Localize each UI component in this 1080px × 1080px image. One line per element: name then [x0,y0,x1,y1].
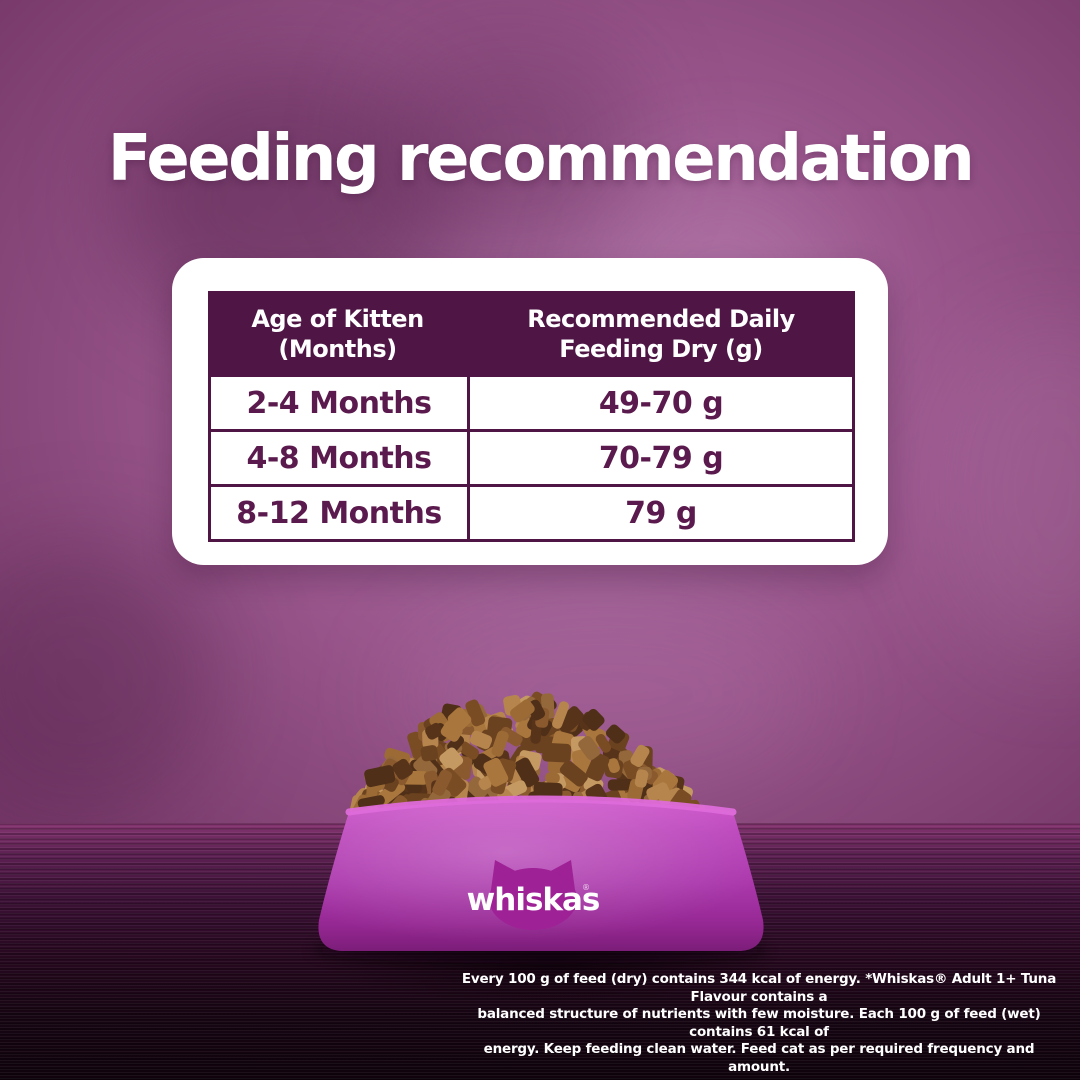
table-cell-amount-2: 79 g [470,487,852,539]
bowl-rim [345,795,737,816]
page-title: Feeding recommendation [107,122,975,196]
table-body: 2-4 Months 49-70 g 4-8 Months 70-79 g 8-… [208,377,855,542]
header-age-line1: Age of Kitten [251,305,424,333]
bokeh-blob [940,320,1080,660]
table-cell-age-1: 4-8 Months [211,432,467,484]
table-cell-amount-0: 49-70 g [470,377,852,429]
table-cell-age-0: 2-4 Months [211,377,467,429]
bokeh-blob [380,40,640,240]
table-header-age: Age of Kitten (Months) [208,291,467,377]
brand-wordmark: whiskas [467,882,600,918]
header-age-line2: (Months) [278,335,397,363]
cat-head-icon [489,860,577,930]
food-bowl-graphic: whiskas ® [312,691,768,964]
registered-mark: ® [582,883,590,892]
header-amount-line1: Recommended Daily [527,305,795,333]
table-header-amount: Recommended Daily Feeding Dry (g) [467,291,855,377]
whiskas-logo: whiskas ® [467,860,600,930]
bokeh-blob [0,540,220,820]
disclaimer-line-2: balanced structure of nutrients with few… [477,1006,1041,1040]
table-cell-amount-1: 70-79 g [470,432,852,484]
feeding-table-card: Age of Kitten (Months) Recommended Daily… [172,258,888,565]
table-cell-age-2: 8-12 Months [211,487,467,539]
disclaimer-line-3: energy. Keep feeding clean water. Feed c… [483,1041,1035,1075]
disclaimer-line-1: Every 100 g of feed (dry) contains 344 k… [461,971,1057,1005]
disclaimer-text: Every 100 g of feed (dry) contains 344 k… [452,971,1066,1076]
table-header-row: Age of Kitten (Months) Recommended Daily… [208,291,855,377]
header-amount-line2: Feeding Dry (g) [559,335,763,363]
